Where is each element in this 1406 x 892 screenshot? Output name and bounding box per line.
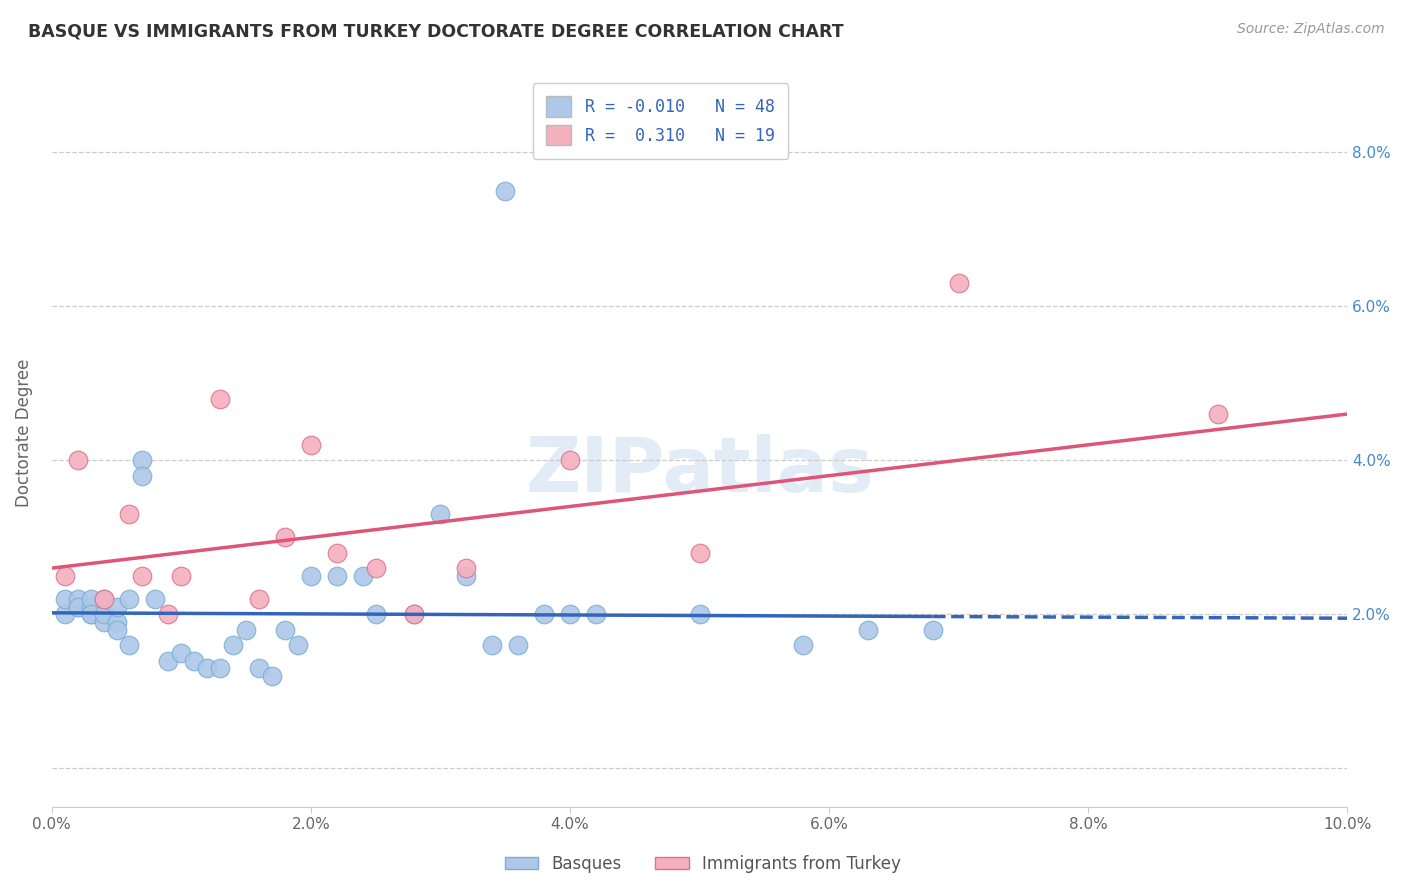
Point [118, 507, 141, 521]
Point [93, 607, 115, 622]
Y-axis label: Doctorate Degree: Doctorate Degree [15, 359, 32, 508]
Point [352, 569, 374, 583]
Point [558, 607, 581, 622]
Point [247, 661, 270, 675]
Point [326, 569, 349, 583]
Legend: Basques, Immigrants from Turkey: Basques, Immigrants from Turkey [499, 848, 907, 880]
Point [404, 607, 426, 622]
Point [364, 561, 387, 575]
Point [105, 623, 128, 637]
Point [287, 638, 309, 652]
Legend: R = -0.010   N = 48, R =  0.310   N = 19: R = -0.010 N = 48, R = 0.310 N = 19 [533, 83, 789, 159]
Point [131, 453, 153, 467]
Point [53, 607, 76, 622]
Point [299, 569, 322, 583]
Point [66, 453, 89, 467]
Point [66, 599, 89, 614]
Point [222, 638, 245, 652]
Point [456, 569, 478, 583]
Point [1206, 407, 1229, 421]
Point [131, 569, 153, 583]
Point [105, 615, 128, 629]
Point [66, 591, 89, 606]
Point [948, 276, 970, 290]
Point [689, 546, 711, 560]
Point [299, 438, 322, 452]
Point [105, 599, 128, 614]
Point [170, 569, 193, 583]
Point [79, 607, 101, 622]
Point [921, 623, 943, 637]
Point [195, 661, 218, 675]
Point [79, 599, 101, 614]
Point [260, 669, 283, 683]
Point [856, 623, 879, 637]
Point [247, 591, 270, 606]
Point [131, 468, 153, 483]
Text: BASQUE VS IMMIGRANTS FROM TURKEY DOCTORATE DEGREE CORRELATION CHART: BASQUE VS IMMIGRANTS FROM TURKEY DOCTORA… [28, 22, 844, 40]
Point [274, 530, 297, 544]
Point [170, 646, 193, 660]
Point [508, 638, 530, 652]
Point [145, 591, 167, 606]
Point [235, 623, 257, 637]
Point [79, 591, 101, 606]
Point [404, 607, 426, 622]
Point [274, 623, 297, 637]
Point [157, 654, 180, 668]
Point [209, 392, 232, 406]
Point [93, 591, 115, 606]
Point [326, 546, 349, 560]
Point [364, 607, 387, 622]
Point [558, 453, 581, 467]
Point [53, 569, 76, 583]
Text: ZIPatlas: ZIPatlas [526, 434, 873, 508]
Point [79, 607, 101, 622]
Point [209, 661, 232, 675]
Point [118, 638, 141, 652]
Point [93, 615, 115, 629]
Point [792, 638, 814, 652]
Point [481, 638, 503, 652]
Point [429, 507, 451, 521]
Point [689, 607, 711, 622]
Point [157, 607, 180, 622]
Point [118, 591, 141, 606]
Text: Source: ZipAtlas.com: Source: ZipAtlas.com [1237, 22, 1385, 37]
Point [93, 591, 115, 606]
Point [66, 599, 89, 614]
Point [533, 607, 555, 622]
Point [494, 184, 516, 198]
Point [183, 654, 205, 668]
Point [585, 607, 607, 622]
Point [456, 561, 478, 575]
Point [53, 591, 76, 606]
